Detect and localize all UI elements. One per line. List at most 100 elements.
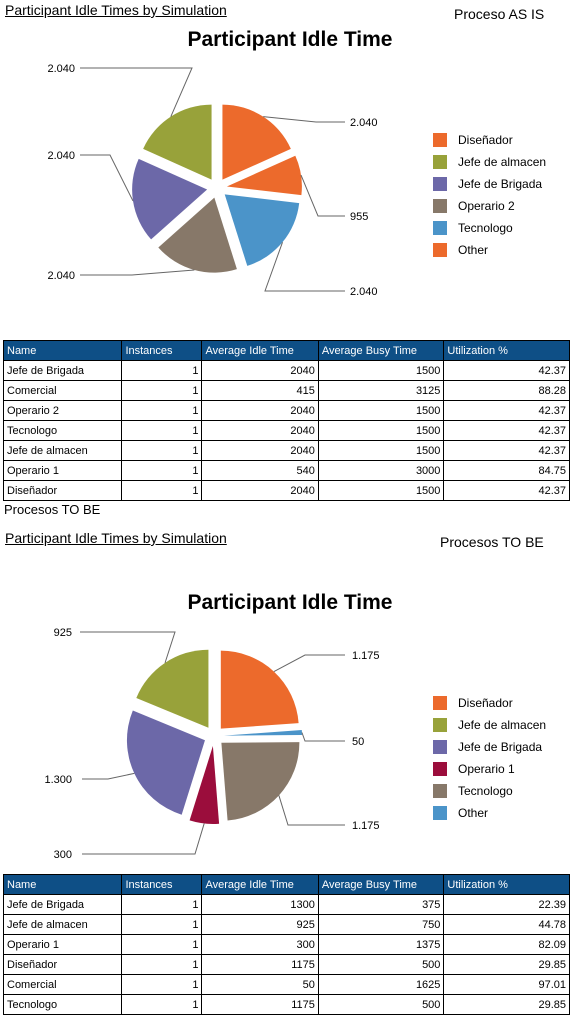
table-cell: Comercial	[2, 380, 123, 401]
table-cell: 1	[121, 480, 203, 501]
table-cell: 1625	[317, 974, 445, 995]
pie-slice-tecnologo	[224, 194, 300, 266]
slice-value-label-jefe-de-almacen: 925	[54, 627, 72, 639]
table-row: Jefe de almacen 1 2040 1500 42.37	[2, 440, 570, 461]
table-cell: Diseñador	[2, 480, 123, 501]
legend-swatch	[433, 806, 447, 820]
table-cell: Jefe de Brigada	[2, 360, 123, 381]
table-cell: 1	[121, 974, 203, 995]
pie-slice-tecnologo	[221, 742, 300, 821]
table-cell: Jefe de Brigada	[2, 894, 123, 915]
slice-value-label-other: 955	[350, 211, 368, 223]
table-cell: 2040	[201, 420, 319, 441]
to-be-legend-item-disenador: Diseñador	[433, 692, 546, 714]
table-cell: 42.37	[443, 360, 570, 381]
leader-line-disenador	[273, 654, 345, 673]
table-cell: 540	[201, 460, 319, 481]
table-cell: 97.01	[443, 974, 570, 995]
column-header: Utilization %	[443, 874, 570, 895]
to-be-legend-item-other: Other	[433, 802, 546, 824]
pie-slice-disenador	[220, 650, 299, 729]
as-is-pie-chart: 2.040 955 2.040 2.040 2.040 2.040	[47, 63, 377, 298]
table-row: Jefe de Brigada 1 1300 375 22.39	[2, 894, 570, 915]
leader-line-tecnologo	[264, 241, 345, 292]
to-be-legend-item-jefe-de-almacen: Jefe de almacen	[433, 714, 546, 736]
table-cell: 42.37	[443, 440, 570, 461]
legend-swatch	[433, 696, 447, 710]
table-cell: 375	[317, 894, 445, 915]
to-be-chart-title: Participant Idle Time	[187, 591, 393, 614]
table-cell: Tecnologo	[2, 994, 123, 1015]
as-is-legend-item-other: Other	[433, 239, 546, 261]
table-cell: 42.37	[443, 400, 570, 421]
column-header: Name	[2, 340, 123, 361]
table-cell: 1500	[317, 420, 445, 441]
table-cell: 84.75	[443, 460, 570, 481]
table-cell: Operario 1	[2, 460, 123, 481]
leader-line-operario-1	[82, 823, 205, 855]
column-header: Average Busy Time	[317, 340, 445, 361]
table-cell: 925	[201, 914, 319, 935]
legend-swatch	[433, 718, 447, 732]
table-cell: 1500	[317, 440, 445, 461]
leader-line-other	[301, 732, 345, 742]
to-be-legend: Diseñador Jefe de almacen Jefe de Brigada O…	[433, 692, 546, 824]
legend-label: Jefe de almacen	[458, 718, 547, 732]
table-cell: Jefe de almacen	[2, 440, 123, 461]
legend-label: Jefe de Brigada	[458, 740, 543, 754]
table-cell: 1	[121, 400, 203, 421]
legend-swatch	[433, 133, 447, 147]
table-cell: 3000	[317, 460, 445, 481]
table-cell: 300	[201, 934, 319, 955]
to-be-section-note: Procesos TO BE	[440, 534, 544, 550]
table-cell: 1	[121, 420, 203, 441]
to-be-legend-item-jefe-de-brigada: Jefe de Brigada	[433, 736, 546, 758]
to-be-pie-chart: 1.175 50 1.175 300 1.300 925	[44, 627, 379, 861]
slice-value-label-jefe-de-almacen: 2.040	[47, 63, 75, 75]
table-cell: 2040	[201, 440, 319, 461]
column-header: Average Idle Time	[201, 340, 319, 361]
as-is-section-title: Participant Idle Times by Simulation	[5, 2, 227, 18]
leader-line-jefe-de-almacen	[80, 631, 176, 664]
legend-swatch	[433, 784, 447, 798]
table-cell: Operario 1	[2, 934, 123, 955]
leader-line-disenador	[263, 116, 345, 123]
pie-slice-other	[226, 155, 302, 196]
table-cell: 1500	[317, 360, 445, 381]
table-cell: 1375	[317, 934, 445, 955]
as-is-chart-title: Participant Idle Time	[187, 28, 393, 51]
table-cell: 500	[317, 954, 445, 975]
leader-line-jefe-de-brigada	[80, 154, 134, 202]
legend-swatch	[433, 740, 447, 754]
table-cell: 415	[201, 380, 319, 401]
table-row: Tecnologo 1 2040 1500 42.37	[2, 420, 570, 441]
as-is-data-table: Name Instances Average Idle Time Average Bu…	[2, 340, 570, 501]
legend-label: Tecnologo	[458, 221, 513, 235]
table-cell: 50	[201, 974, 319, 995]
legend-swatch	[433, 243, 447, 257]
pie-slice-operario-2	[158, 197, 237, 273]
legend-swatch	[433, 221, 447, 235]
table-cell: 2040	[201, 360, 319, 381]
table-cell: 500	[317, 994, 445, 1015]
as-is-legend-item-tecnologo: Tecnologo	[433, 217, 546, 239]
legend-swatch	[433, 155, 447, 169]
table-cell: 88.28	[443, 380, 570, 401]
leader-line-jefe-de-almacen	[80, 67, 193, 117]
table-cell: 3125	[317, 380, 445, 401]
legend-label: Diseñador	[458, 133, 513, 147]
procesos-to-be-caption: Procesos TO BE	[4, 502, 101, 517]
table-cell: 1175	[201, 954, 319, 975]
table-cell: Diseñador	[2, 954, 123, 975]
leader-line-operario-2	[80, 269, 195, 276]
legend-label: Jefe de Brigada	[458, 177, 543, 191]
table-row: Diseñador 1 2040 1500 42.37	[2, 480, 570, 501]
as-is-legend: Diseñador Jefe de almacen Jefe de Brigada O…	[433, 129, 546, 261]
table-cell: 1500	[317, 480, 445, 501]
table-row: Jefe de almacen 1 925 750 44.78	[2, 914, 570, 935]
table-cell: 1	[121, 994, 203, 1015]
legend-label: Tecnologo	[458, 784, 513, 798]
table-cell: Operario 2	[2, 400, 123, 421]
table-cell: Tecnologo	[2, 420, 123, 441]
table-row: Comercial 1 415 3125 88.28	[2, 380, 570, 401]
